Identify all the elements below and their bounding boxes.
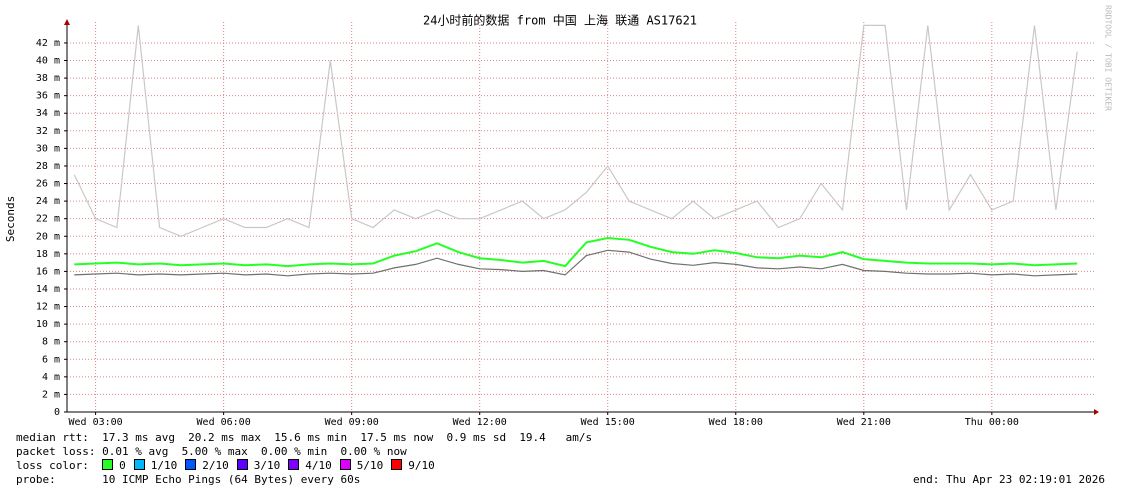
loss-item: 9/10 bbox=[391, 459, 435, 472]
y-tick-label: 38 m bbox=[36, 73, 60, 84]
y-tick-label: 26 m bbox=[36, 179, 60, 190]
y-axis-label: Seconds bbox=[4, 196, 17, 242]
loss-label: 1/10 bbox=[150, 459, 178, 472]
x-arrow bbox=[1094, 409, 1099, 415]
x-tick-label: Wed 18:00 bbox=[709, 417, 763, 428]
y-tick-label: 34 m bbox=[36, 108, 60, 119]
loss-item: 1/10 bbox=[133, 459, 178, 472]
loss-swatch bbox=[391, 459, 403, 470]
stats-loss: packet loss: 0.01 % avg 5.00 % max 0.00 … bbox=[16, 445, 407, 458]
y-tick-label: 2 m bbox=[42, 389, 60, 400]
y-tick-label: 42 m bbox=[36, 38, 60, 49]
loss-label: 0 bbox=[119, 459, 126, 472]
y-tick-label: 20 m bbox=[36, 231, 60, 242]
probe: probe: 10 ICMP Echo Pings (64 Bytes) eve… bbox=[16, 473, 361, 486]
y-tick-label: 28 m bbox=[36, 161, 60, 172]
y-tick-label: 36 m bbox=[36, 91, 60, 102]
loss-swatch bbox=[185, 459, 197, 470]
chart-title: 24小时前的数据 from 中国 上海 联通 AS17621 bbox=[423, 13, 697, 28]
loss-swatch bbox=[236, 459, 248, 470]
x-tick-label: Wed 21:00 bbox=[837, 417, 891, 428]
y-tick-label: 10 m bbox=[36, 319, 60, 330]
loss-swatch bbox=[339, 459, 351, 470]
y-tick-label: 4 m bbox=[42, 372, 60, 383]
x-tick-label: Wed 03:00 bbox=[69, 417, 123, 428]
loss-label: 9/10 bbox=[408, 459, 435, 472]
loss-item: 3/10 bbox=[236, 459, 281, 472]
y-tick-label: 14 m bbox=[36, 284, 60, 295]
y-tick-label: 16 m bbox=[36, 266, 60, 277]
loss-label: 2/10 bbox=[202, 459, 229, 472]
loss-swatch bbox=[133, 459, 145, 470]
loss-title: loss color: bbox=[16, 459, 89, 472]
loss-label: 3/10 bbox=[253, 459, 281, 472]
plot-area bbox=[67, 20, 1095, 412]
loss-item: 4/10 bbox=[288, 459, 332, 472]
series-line bbox=[73, 24, 1078, 237]
loss-label: 5/10 bbox=[356, 459, 384, 472]
y-tick-label: 6 m bbox=[42, 354, 60, 365]
end-time: end: Thu Apr 23 02:19:01 2026 bbox=[912, 473, 1105, 486]
loss-swatch bbox=[288, 459, 300, 470]
labels: 0 2 m 4 m 6 m 8 m 10 m 12 m 14 m 16 m 18 m 20 m 22 … bbox=[36, 38, 1019, 428]
y-tick-label: 40 m bbox=[36, 56, 60, 67]
x-tick-label: Wed 09:00 bbox=[325, 417, 379, 428]
y-tick-label: 18 m bbox=[36, 249, 60, 260]
x-tick-label: Wed 15:00 bbox=[581, 417, 635, 428]
series-line bbox=[74, 249, 1078, 277]
y-tick-label: 22 m bbox=[36, 214, 60, 225]
y-arrow bbox=[64, 19, 70, 25]
x-tick-label: Wed 12:00 bbox=[453, 417, 507, 428]
marks bbox=[73, 24, 1078, 277]
y-tick-label: 32 m bbox=[36, 126, 60, 137]
watermark: RRDTOOL / TOBI OETIKER bbox=[1104, 5, 1113, 111]
grid bbox=[67, 22, 1094, 413]
y-tick-label: 12 m bbox=[36, 302, 60, 313]
series-line bbox=[74, 236, 1078, 268]
stats-rtt: median rtt: 17.3 ms avg 20.2 ms max 15.6… bbox=[16, 431, 593, 444]
loss-label: 4/10 bbox=[305, 459, 332, 472]
y-tick-label: 24 m bbox=[36, 196, 60, 207]
loss-legend: loss color: 0 1/10 2/10 3/10 4/10 5/10 9/10 bbox=[16, 459, 443, 473]
y-tick-label: 0 bbox=[54, 407, 60, 418]
y-tick-label: 8 m bbox=[42, 337, 60, 348]
loss-item: 0 bbox=[102, 459, 126, 472]
x-tick-label: Wed 06:00 bbox=[197, 417, 251, 428]
loss-swatch bbox=[102, 459, 114, 470]
loss-item: 2/10 bbox=[185, 459, 229, 472]
loss-item: 5/10 bbox=[339, 459, 384, 472]
y-tick-label: 30 m bbox=[36, 143, 60, 154]
x-tick-label: Thu 00:00 bbox=[965, 417, 1019, 428]
